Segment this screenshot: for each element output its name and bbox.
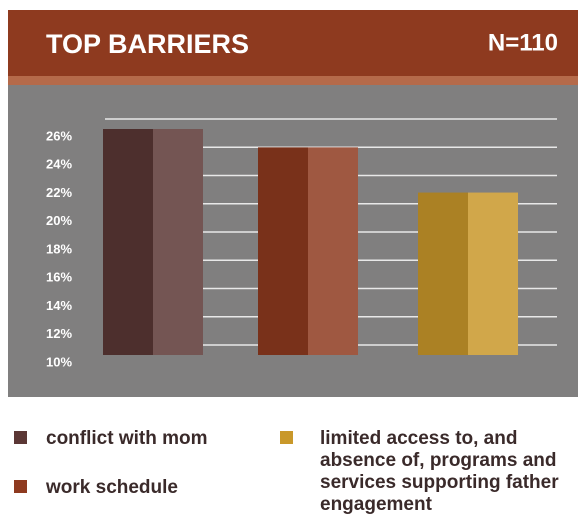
y-tick-label: 10% [46, 354, 72, 369]
legend-label: work schedule [46, 477, 178, 498]
y-tick-label: 18% [46, 241, 72, 256]
y-tick-label: 16% [46, 270, 72, 285]
bar [103, 129, 203, 355]
legend-swatch [280, 431, 293, 444]
bar [418, 192, 518, 355]
y-tick-label: 14% [46, 298, 72, 313]
y-tick-label: 26% [46, 128, 72, 143]
legend-label: limited access to, and absence of, progr… [320, 428, 559, 515]
chart-title: TOP BARRIERS [46, 29, 249, 59]
y-tick-label: 20% [46, 213, 72, 228]
legend-swatch [14, 431, 27, 444]
y-tick-label: 12% [46, 326, 72, 341]
y-tick-label: 22% [46, 185, 72, 200]
y-tick-label: 24% [46, 157, 72, 172]
header-bar [8, 10, 578, 76]
chart-subtitle: N=110 [488, 29, 558, 56]
legend-label: conflict with mom [46, 428, 208, 449]
header-stripe [8, 76, 578, 85]
chart: TOP BARRIERS N=110 10% 12% 14% 16% 18% 20% 22%… [8, 10, 578, 397]
legend-swatch [14, 480, 27, 493]
bar [258, 147, 358, 355]
